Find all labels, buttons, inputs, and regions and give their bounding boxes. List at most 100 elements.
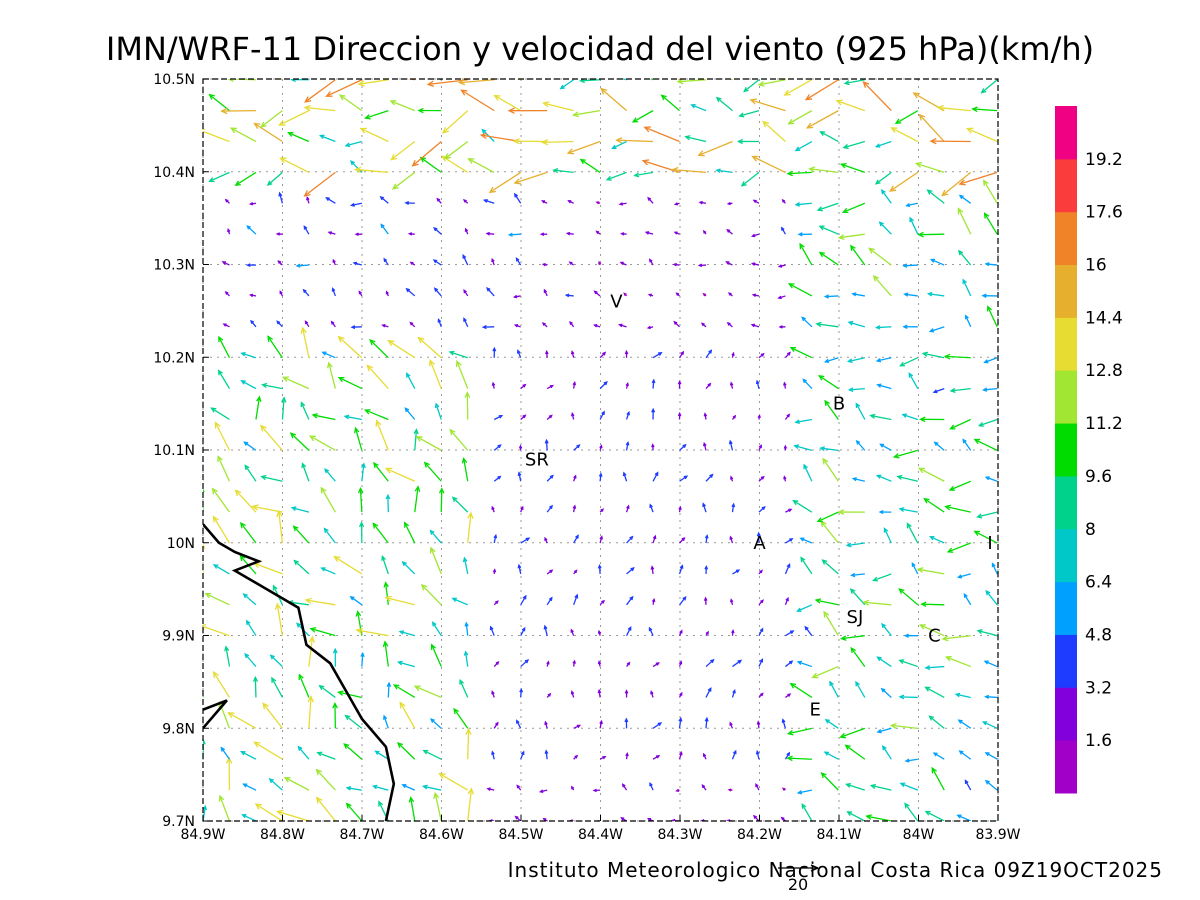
wind-vector	[380, 223, 389, 235]
y-tick-label: 9.8N	[162, 721, 195, 737]
wind-vector	[573, 593, 579, 606]
wind-vector	[849, 244, 866, 266]
wind-vector	[823, 294, 839, 299]
wind-vector	[785, 538, 794, 544]
wind-vector	[758, 444, 762, 451]
wind-vector	[750, 233, 760, 238]
wind-vector	[835, 99, 866, 112]
wind-vector	[417, 336, 442, 359]
wind-vector	[224, 645, 231, 667]
wind-vector	[443, 140, 469, 160]
wind-vector	[460, 89, 495, 112]
wind-vector	[363, 409, 389, 421]
wind-vector	[337, 335, 363, 359]
wind-vector	[303, 104, 336, 112]
wind-vector	[262, 702, 283, 729]
wind-vector	[492, 346, 497, 358]
wind-vector	[881, 622, 892, 637]
wind-vector	[401, 784, 416, 791]
wind-vector	[648, 626, 654, 636]
wind-vector	[343, 414, 362, 421]
wind-vector	[566, 140, 601, 155]
wind-vector	[920, 601, 945, 608]
wind-vector	[512, 137, 548, 145]
wind-vector	[598, 260, 602, 266]
colorbar-label: 1.6	[1085, 731, 1112, 751]
wind-vector	[888, 171, 919, 192]
wind-vector	[453, 707, 469, 729]
wind-vector	[383, 714, 389, 729]
wind-vector	[796, 660, 813, 668]
wind-vector	[756, 720, 761, 729]
colorbar-swatch	[1055, 264, 1077, 318]
wind-vector	[592, 788, 601, 793]
wind-vector	[816, 202, 839, 212]
wind-vector	[676, 79, 707, 85]
wind-vector	[855, 439, 866, 451]
wind-vector	[599, 508, 605, 513]
wind-vector	[278, 191, 284, 204]
wind-vector	[307, 695, 314, 729]
wind-vector	[281, 376, 310, 390]
wind-vector	[794, 202, 812, 207]
wind-vector	[796, 789, 813, 795]
wind-vector	[850, 572, 865, 578]
wind-vector	[304, 79, 336, 103]
wind-vector	[414, 485, 421, 513]
wind-vector	[855, 680, 866, 698]
wind-vector	[740, 171, 760, 187]
wind-vector	[573, 724, 582, 729]
wind-vector	[781, 787, 786, 791]
colorbar-label: 19.2	[1085, 150, 1123, 170]
wind-vector	[924, 665, 945, 671]
wind-vector	[821, 559, 839, 575]
wind-vector	[546, 504, 554, 513]
wind-vector	[325, 79, 363, 97]
wind-vector	[702, 752, 707, 760]
wind-vector	[220, 746, 231, 760]
wind-vector	[337, 376, 363, 390]
wind-vector	[732, 569, 741, 575]
wind-vector	[914, 161, 945, 174]
wind-vector	[519, 687, 524, 698]
wind-vector	[224, 290, 230, 297]
wind-vector	[650, 565, 655, 575]
wind-vector	[306, 196, 310, 204]
wind-vector	[677, 380, 682, 389]
wind-vector	[539, 232, 548, 237]
wind-vector	[308, 435, 336, 451]
wind-vector	[489, 625, 495, 636]
wind-vector	[382, 640, 389, 667]
wind-vector	[593, 290, 601, 297]
wind-vector	[298, 673, 310, 698]
wind-vector	[703, 412, 708, 420]
wind-vector	[816, 511, 839, 523]
wind-vector	[801, 803, 813, 821]
wind-vector	[493, 600, 499, 606]
wind-vector	[432, 259, 442, 266]
x-tick-label: 84W	[903, 827, 935, 843]
wind-vector	[486, 286, 495, 297]
wind-vector	[731, 351, 735, 358]
wind-vector	[333, 555, 363, 575]
wind-vector	[300, 326, 310, 358]
wind-vector	[705, 349, 713, 359]
wind-vector	[225, 756, 233, 791]
colorbar-swatch	[1055, 528, 1077, 583]
wind-vector	[781, 198, 786, 204]
wind-vector	[599, 410, 605, 420]
wind-vector	[203, 543, 206, 574]
wind-vector	[896, 474, 918, 482]
wind-vector	[976, 629, 998, 637]
wind-vector	[546, 596, 553, 606]
wind-vector	[212, 515, 231, 544]
wind-vector	[433, 226, 442, 235]
wind-vector	[673, 231, 680, 235]
colorbar-label: 16	[1085, 256, 1107, 276]
wind-vector	[875, 325, 892, 330]
wind-vector	[512, 294, 521, 299]
wind-vector	[903, 292, 918, 297]
wind-vector	[570, 690, 575, 698]
wind-vector	[493, 475, 502, 482]
wind-vector	[652, 754, 661, 760]
